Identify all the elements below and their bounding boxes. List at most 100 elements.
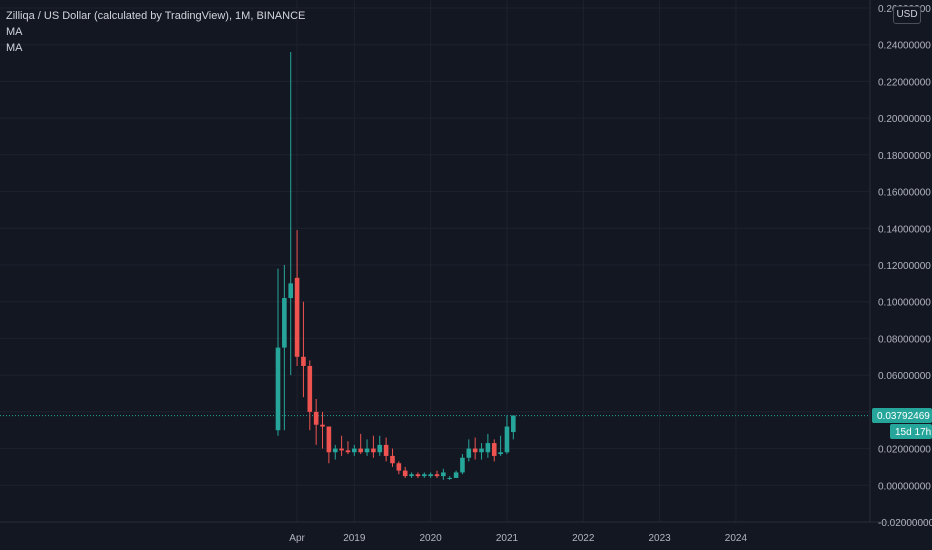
- candle-body: [447, 477, 453, 479]
- candle-body: [428, 474, 433, 477]
- currency-button[interactable]: USD: [893, 6, 921, 24]
- candle: [402, 466, 408, 478]
- candle-body: [402, 470, 408, 477]
- candle-body: [441, 472, 446, 477]
- y-tick-label: 0.16000000: [878, 188, 931, 199]
- x-tick-label: 2019: [343, 533, 366, 544]
- candle-body: [434, 474, 440, 477]
- candle: [326, 426, 332, 464]
- symbol-title[interactable]: Zilliqa / US Dollar (calculated by Tradi…: [6, 10, 306, 22]
- candle: [447, 476, 453, 480]
- candle: [383, 437, 389, 462]
- candle-body: [301, 356, 306, 366]
- candle-body: [288, 283, 294, 299]
- candle: [275, 268, 281, 436]
- candle: [472, 437, 478, 460]
- candle: [358, 433, 363, 455]
- x-tick-label: Apr: [289, 533, 305, 544]
- y-tick-label: 0.10000000: [878, 298, 931, 309]
- candle: [434, 470, 440, 478]
- candle-body: [275, 347, 281, 431]
- candle: [313, 399, 319, 445]
- y-tick-label: 0.00000000: [878, 481, 931, 492]
- grid: [0, 0, 870, 523]
- y-tick-label: 0.02000000: [878, 445, 931, 456]
- candle-body: [313, 411, 319, 425]
- candle: [288, 52, 294, 376]
- candle: [421, 472, 427, 478]
- y-tick-label: 0.18000000: [878, 151, 931, 162]
- candle: [460, 454, 465, 475]
- x-tick-label: 2024: [725, 533, 748, 544]
- candle-body: [491, 443, 497, 456]
- candle: [498, 435, 503, 456]
- y-tick-label: 0.08000000: [878, 334, 931, 345]
- y-tick-label: -0.02000000: [878, 518, 932, 529]
- candle: [428, 472, 433, 478]
- candle-body: [307, 365, 313, 412]
- candle-body: [294, 277, 300, 357]
- candle: [294, 230, 300, 366]
- candle: [453, 470, 459, 478]
- y-axis[interactable]: 0.260000000.240000000.220000000.20000000…: [878, 4, 932, 529]
- y-tick-label: 0.22000000: [878, 77, 931, 88]
- candle-body: [339, 448, 344, 451]
- candle-body: [377, 444, 383, 453]
- candle-body: [352, 448, 357, 453]
- candle: [511, 415, 516, 440]
- candle-body: [371, 448, 376, 453]
- y-tick-label: 0.14000000: [878, 224, 931, 235]
- candle-body: [383, 444, 389, 456]
- candle: [332, 444, 338, 460]
- candle: [339, 435, 344, 456]
- candle-body: [326, 426, 332, 453]
- y-tick-label: 0.20000000: [878, 114, 931, 125]
- candle-body: [472, 448, 478, 453]
- candle-body: [460, 457, 465, 473]
- y-tick-label: 0.06000000: [878, 371, 931, 382]
- x-axis[interactable]: Apr 2019 2020 2021 2022 2023 2024: [289, 533, 747, 544]
- candle-body: [396, 463, 402, 471]
- candle: [320, 411, 325, 449]
- candle-body: [390, 455, 395, 464]
- candle: [441, 468, 446, 480]
- candle: [345, 441, 351, 455]
- indicator-ma-2[interactable]: MA: [6, 42, 23, 54]
- candle-body: [409, 474, 414, 477]
- candle-body: [358, 448, 363, 453]
- candle-body: [415, 474, 421, 477]
- candle-body: [466, 448, 472, 458]
- candle-body: [511, 415, 516, 433]
- candle-body: [364, 448, 370, 453]
- candle: [390, 448, 395, 467]
- candle: [364, 439, 370, 456]
- indicator-ma-1[interactable]: MA: [6, 26, 23, 38]
- candle-body: [421, 474, 427, 477]
- candle: [485, 433, 491, 458]
- x-tick-label: 2021: [496, 533, 519, 544]
- candle: [491, 439, 497, 462]
- chart-legend: Zilliqa / US Dollar (calculated by Tradi…: [6, 8, 305, 56]
- candle: [415, 472, 421, 478]
- candle-countdown-value: 15d 17h: [895, 427, 931, 438]
- candle-countdown-badge: 15d 17h: [890, 424, 932, 439]
- candle: [371, 435, 376, 458]
- last-price-badge: 0.03792469: [872, 408, 932, 423]
- candle-body: [485, 443, 491, 453]
- last-price-value: 0.03792469: [877, 411, 930, 422]
- candle-body: [479, 448, 484, 453]
- candle-body: [498, 452, 503, 455]
- candles: [275, 52, 516, 480]
- candle-body: [332, 448, 338, 453]
- candle: [504, 415, 510, 455]
- candle-body: [345, 450, 351, 453]
- last-price-badge-bg: [872, 408, 932, 423]
- candle-body: [504, 426, 510, 453]
- candle-body: [320, 424, 325, 427]
- candle: [396, 461, 402, 475]
- y-tick-label: 0.12000000: [878, 261, 931, 272]
- candle: [307, 360, 313, 431]
- candle: [352, 444, 357, 456]
